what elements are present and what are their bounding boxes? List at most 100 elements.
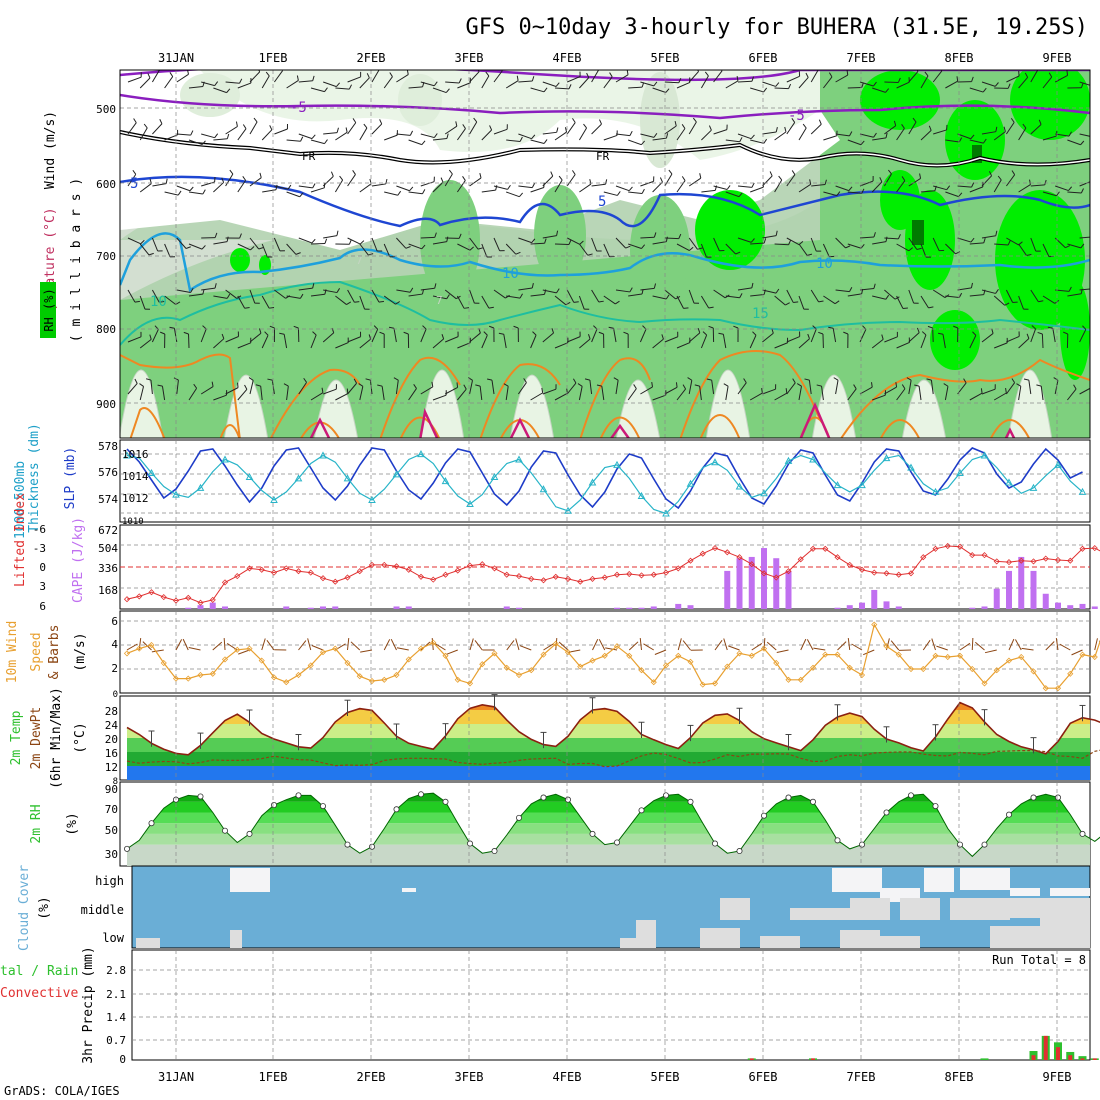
lifted-index-point (662, 569, 670, 576)
date-label: 7FEB (847, 1070, 876, 1084)
contour-label: 10 (502, 266, 519, 282)
wind-barb (800, 638, 807, 651)
wind-barb (175, 639, 183, 651)
wind-barb (435, 643, 446, 651)
wind-speed-point (368, 677, 376, 685)
lifted-index-point (172, 597, 180, 604)
precip-convective-bar (1068, 1055, 1073, 1060)
rh-point (1079, 830, 1086, 837)
cape-bar (969, 607, 976, 609)
ytick: 1.4 (106, 1011, 126, 1024)
wind-barb (984, 649, 997, 654)
wind-barb (543, 643, 554, 651)
ytick: 28 (105, 705, 118, 718)
thickness-point (833, 481, 842, 489)
wind-barb (974, 641, 985, 651)
thickness-point (270, 495, 278, 503)
lifted-index-point (601, 574, 608, 581)
rh-point (883, 809, 890, 816)
profile-label-rh: RH (%) (42, 288, 56, 331)
wind-speed-point (540, 651, 547, 658)
wind-barb (1014, 639, 1022, 651)
lifted-index-point (969, 552, 976, 559)
lifted-index-point (809, 545, 817, 552)
cloud-level-high: high (95, 874, 124, 888)
wind-barb (469, 638, 474, 651)
thickness-point (515, 455, 523, 463)
rh-point (466, 840, 473, 847)
cape-bar (675, 603, 682, 609)
cape-bar (871, 589, 878, 609)
wind-barb (605, 647, 618, 651)
wind-speed-point (381, 676, 388, 683)
wind-speed-point (871, 621, 878, 628)
wind-speed-point (1091, 653, 1098, 661)
wind-barb (261, 638, 266, 651)
wind-barb (347, 638, 350, 651)
rh-point (197, 793, 204, 800)
wind-barb (1055, 638, 1059, 651)
lifted-index-point (356, 568, 363, 575)
rh-point (736, 848, 743, 855)
wind-barb (682, 640, 691, 651)
date-label: 9FEB (1043, 51, 1072, 65)
lifted-index-point (883, 570, 890, 577)
wind-speed-point (430, 639, 437, 646)
cape-bar (405, 606, 412, 609)
ytick: 0 (119, 1053, 126, 1066)
ytick: 2.1 (106, 988, 126, 1001)
thickness-point (882, 454, 891, 462)
thickness-point (441, 477, 450, 485)
wind-speed-point (687, 658, 694, 665)
rh-point (368, 843, 375, 850)
lifted-index-point (687, 557, 694, 564)
thickness-point (1078, 487, 1087, 495)
wind-speed-point (809, 664, 817, 671)
lifted-index-point (748, 561, 755, 568)
cape-bar (320, 606, 326, 609)
lifted-index-point (136, 593, 143, 600)
cloud-level-middle: middle (81, 903, 124, 917)
lifted-index-point (442, 571, 449, 578)
wind-barb (383, 639, 391, 651)
wind-barb (360, 649, 373, 653)
thickness-point (613, 460, 621, 468)
wind-speed-point (589, 657, 596, 664)
cloud-block (1010, 888, 1040, 896)
wind-barb (151, 649, 164, 653)
cape-bar (859, 602, 865, 609)
wind-speed-point (1005, 657, 1013, 664)
lifted-index-point (1054, 556, 1062, 564)
lifted-index-point (344, 574, 351, 581)
thickness-point (368, 495, 376, 503)
thickness-point (588, 478, 597, 486)
wind-speed-point (969, 665, 976, 673)
lifted-index-point (626, 570, 633, 578)
wind-speed-point (307, 662, 314, 669)
thickness-point (564, 506, 572, 514)
rh-point (589, 830, 596, 837)
ytick: 1010 (122, 517, 144, 527)
thickness-point (343, 474, 352, 482)
lifted-index-point (221, 579, 229, 586)
contour-label: 7 (356, 254, 363, 267)
lifted-index-point (797, 556, 804, 563)
wind-label-d: (m/s) (73, 632, 88, 671)
ytick: 6 (111, 615, 118, 628)
ytick: 1014 (122, 470, 149, 483)
date-label: 3FEB (455, 51, 484, 65)
ytick: 2 (111, 662, 118, 675)
profile-label-mb: ( m i l l i b a r s ) (69, 178, 84, 342)
wind-barb (266, 639, 275, 651)
slp-label-c: SLP (mb) (63, 447, 78, 510)
cloud-block (760, 936, 800, 948)
wind-barb (311, 645, 324, 651)
wind-speed-point (479, 661, 486, 668)
rh-point (124, 845, 131, 852)
rh-point (957, 841, 964, 848)
cloud-block (230, 868, 270, 892)
cloud-level-low: low (102, 931, 124, 945)
date-label: 5FEB (651, 51, 680, 65)
wind-speed-point (613, 643, 621, 650)
cloud-block (790, 908, 850, 920)
